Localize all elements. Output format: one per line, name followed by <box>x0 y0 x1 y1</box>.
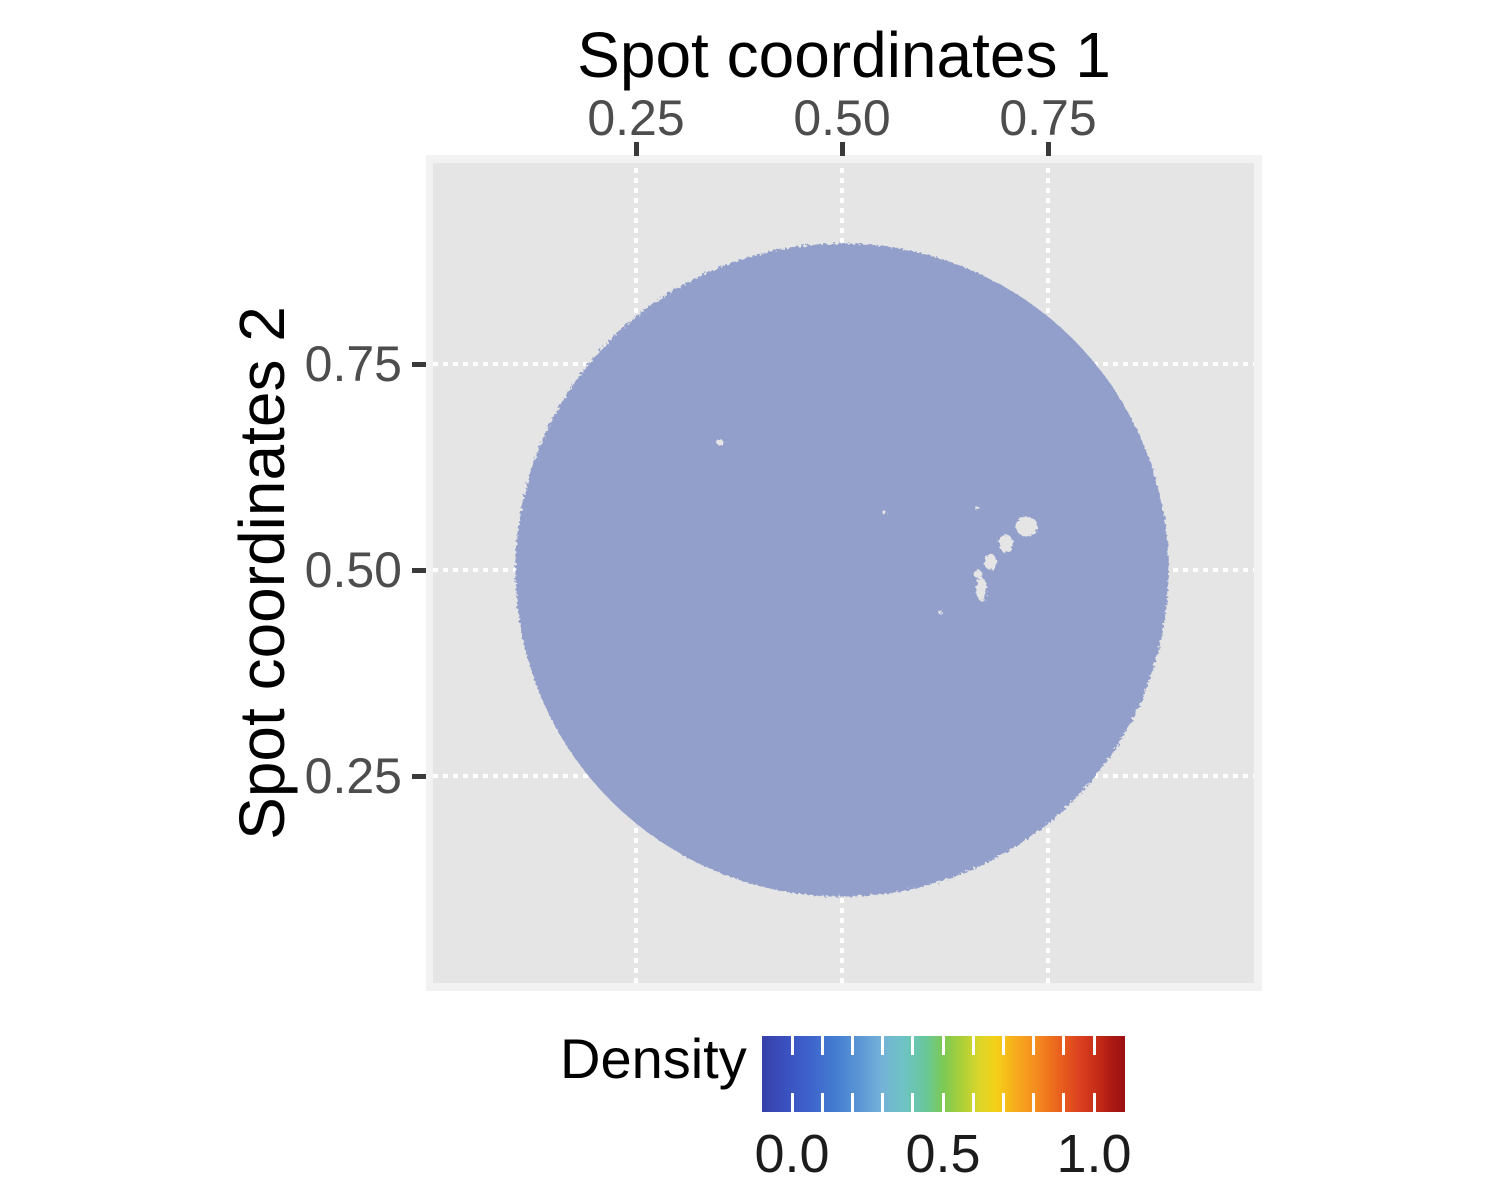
legend-tick-bottom <box>850 1093 854 1112</box>
x-tick-mark <box>633 142 639 156</box>
legend-tick-top <box>971 1036 975 1055</box>
legend-tick-top <box>790 1036 794 1055</box>
legend-tick-bottom <box>971 1093 975 1112</box>
blob-hole <box>975 506 980 511</box>
blob-hole <box>984 553 997 570</box>
legend-tick-bottom <box>881 1093 885 1112</box>
blob-hole <box>998 534 1013 553</box>
legend-tick-label: 0.5 <box>905 1124 981 1184</box>
legend-tick-bottom <box>911 1093 915 1112</box>
legend-tick-top <box>820 1036 824 1055</box>
legend-tick-bottom <box>1001 1093 1005 1112</box>
y-tick-mark <box>412 361 426 367</box>
x-tick-mark <box>839 142 845 156</box>
x-tick-mark <box>1045 142 1051 156</box>
legend-tick-top <box>941 1036 945 1055</box>
y-tick-label: 0.50 <box>304 542 402 598</box>
legend-tick-bottom <box>1032 1093 1036 1112</box>
legend-tick-bottom <box>790 1093 794 1112</box>
blob-hole <box>882 510 887 515</box>
blob-hole <box>716 439 724 446</box>
legend-tick-bottom <box>941 1093 945 1112</box>
plot-panel <box>433 163 1254 983</box>
x-tick-label: 0.25 <box>587 90 685 146</box>
legend-tick-bottom <box>1092 1093 1096 1112</box>
legend-tick-top <box>1092 1036 1096 1055</box>
blob-hole <box>976 576 987 601</box>
legend-tick-top <box>1062 1036 1066 1055</box>
legend-title: Density <box>560 1027 747 1090</box>
legend-tick-top <box>1032 1036 1036 1055</box>
legend-tick-top <box>850 1036 854 1055</box>
spots-density-blob <box>515 243 1169 897</box>
blob-hole <box>1015 516 1038 537</box>
x-tick-label: 0.75 <box>999 90 1097 146</box>
x-tick-label: 0.50 <box>793 90 891 146</box>
y-tick-label: 0.75 <box>304 336 402 392</box>
legend-tick-bottom <box>820 1093 824 1112</box>
blob-hole <box>973 570 982 579</box>
legend-tick-top <box>1001 1036 1005 1055</box>
legend-tick-label: 1.0 <box>1056 1124 1132 1184</box>
y-tick-mark <box>412 567 426 573</box>
legend-tick-label: 0.0 <box>754 1124 830 1184</box>
legend-tick-top <box>881 1036 885 1055</box>
blob-hole <box>938 610 943 615</box>
x-axis-title: Spot coordinates 1 <box>577 19 1111 91</box>
legend-tick-top <box>911 1036 915 1055</box>
legend-tick-bottom <box>1062 1093 1066 1112</box>
spot-density-disc <box>515 243 1169 897</box>
y-tick-label: 0.25 <box>304 748 402 804</box>
y-tick-mark <box>412 773 426 779</box>
